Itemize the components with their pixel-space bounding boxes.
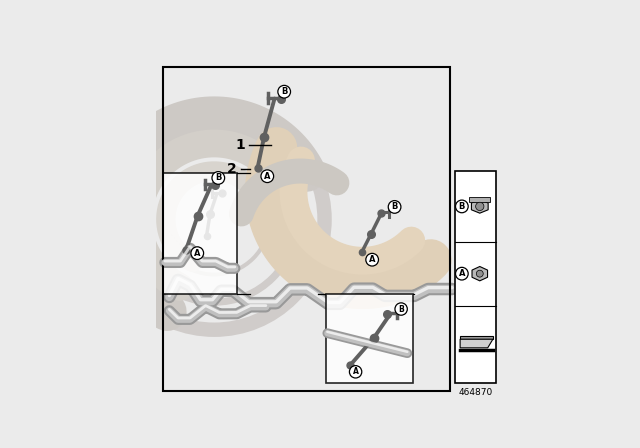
Text: 464870: 464870 — [458, 388, 493, 397]
Circle shape — [476, 270, 483, 277]
Text: A: A — [264, 172, 271, 181]
Text: 1: 1 — [236, 138, 245, 152]
Bar — [163, 67, 451, 391]
Polygon shape — [472, 267, 488, 281]
Circle shape — [476, 202, 484, 211]
Text: B: B — [281, 87, 287, 96]
Text: A: A — [194, 249, 200, 258]
Text: B: B — [459, 202, 465, 211]
Bar — [455, 171, 497, 383]
Text: B: B — [398, 305, 404, 314]
Bar — [326, 293, 413, 383]
Text: A: A — [369, 255, 376, 264]
Text: B: B — [392, 202, 398, 211]
Text: A: A — [353, 367, 358, 376]
Polygon shape — [460, 336, 493, 339]
Polygon shape — [460, 339, 493, 348]
Text: B: B — [215, 173, 221, 182]
Bar — [469, 198, 490, 202]
Polygon shape — [472, 200, 488, 213]
Text: 2: 2 — [227, 162, 237, 177]
Text: A: A — [459, 269, 465, 278]
Bar — [163, 173, 237, 293]
